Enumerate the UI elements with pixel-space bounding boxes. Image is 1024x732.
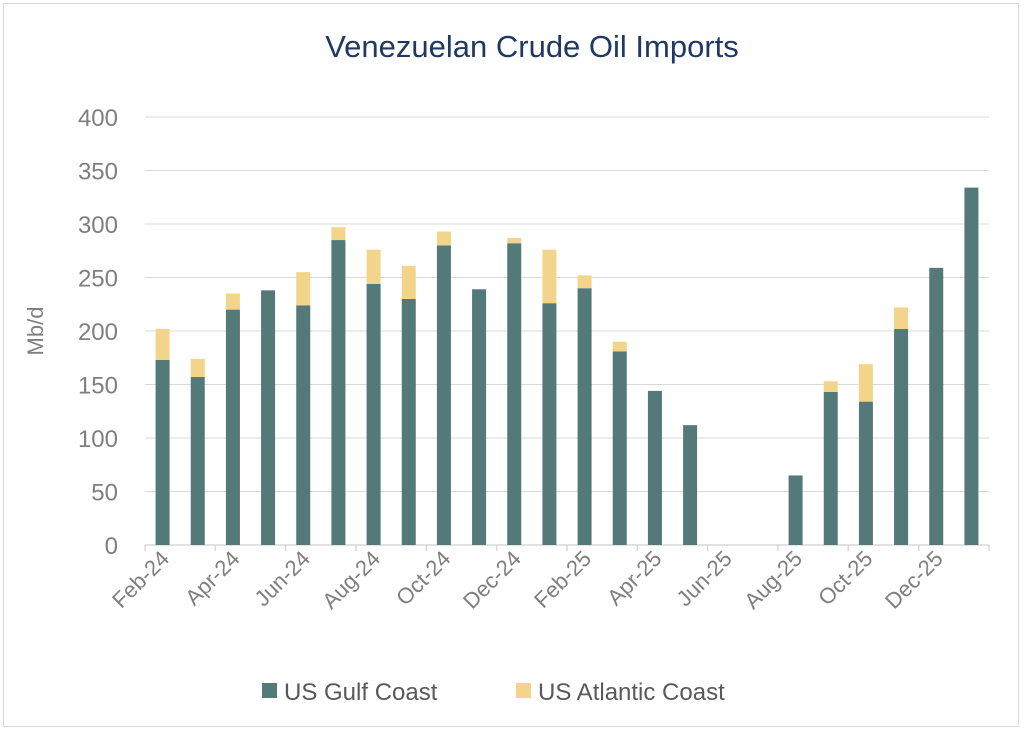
y-tick-label: 200 xyxy=(78,319,118,346)
bar-gulf-jul-24 xyxy=(331,240,346,546)
legend-swatch-us-gulf-coast xyxy=(262,683,277,698)
bar-atlantic-feb-24 xyxy=(155,328,170,360)
bar-gulf-nov-24 xyxy=(472,289,487,545)
y-tick-label: 100 xyxy=(78,426,118,453)
bar-atlantic-jun-24 xyxy=(296,272,311,306)
y-tick-label: 400 xyxy=(78,105,118,132)
x-tick-label: Jun-24 xyxy=(250,546,315,611)
bar-gulf-dec-24 xyxy=(507,243,522,545)
x-tick-label: Jun-25 xyxy=(672,546,737,611)
x-tick-label: Feb-25 xyxy=(529,546,596,613)
legend-swatch-us-atlantic-coast xyxy=(516,683,531,698)
bar-atlantic-sep-25 xyxy=(823,381,838,392)
bar-gulf-jan-26 xyxy=(964,187,979,545)
y-tick-label: 50 xyxy=(91,480,118,507)
x-tick-label: Oct-24 xyxy=(391,546,455,610)
bar-gulf-jun-24 xyxy=(296,305,311,545)
x-tick-label: Dec-25 xyxy=(880,546,948,614)
bar-gulf-oct-24 xyxy=(436,245,451,545)
bar-gulf-aug-25 xyxy=(788,475,803,545)
bar-atlantic-jul-24 xyxy=(331,227,346,241)
bar-gulf-mar-24 xyxy=(190,377,205,545)
bar-atlantic-oct-24 xyxy=(436,231,451,246)
bar-atlantic-sep-24 xyxy=(401,265,416,299)
x-tick-label: Aug-24 xyxy=(317,546,385,614)
legend-label-us-gulf-coast: US Gulf Coast xyxy=(284,679,438,706)
bar-atlantic-feb-25 xyxy=(577,275,592,289)
bar-atlantic-nov-25 xyxy=(894,307,909,329)
x-tick-label: Apr-25 xyxy=(602,546,666,610)
chart-title: Venezuelan Crude Oil Imports xyxy=(325,29,739,64)
y-tick-label: 0 xyxy=(105,533,118,560)
bar-gulf-feb-25 xyxy=(577,288,592,545)
y-tick-label: 250 xyxy=(78,266,118,293)
legend: US Gulf Coast US Atlantic Coast xyxy=(262,679,725,706)
bar-atlantic-apr-24 xyxy=(225,293,240,310)
bar-atlantic-jan-25 xyxy=(542,249,557,304)
x-tick-label: Oct-25 xyxy=(813,546,877,610)
bar-gulf-oct-25 xyxy=(858,401,873,545)
legend-label-us-atlantic-coast: US Atlantic Coast xyxy=(538,679,725,706)
bar-gulf-jan-25 xyxy=(542,303,557,545)
x-tick-label: Apr-24 xyxy=(180,546,244,610)
bar-gulf-sep-24 xyxy=(401,298,416,545)
bar-gulf-feb-24 xyxy=(155,359,170,545)
bar-gulf-sep-25 xyxy=(823,391,838,545)
y-tick-label: 300 xyxy=(78,212,118,239)
bar-gulf-may-25 xyxy=(683,425,698,545)
bar-gulf-mar-25 xyxy=(612,351,627,545)
y-tick-label: 150 xyxy=(78,373,118,400)
bar-gulf-may-24 xyxy=(261,290,276,545)
x-tick-label: Aug-25 xyxy=(739,546,807,614)
bar-atlantic-mar-25 xyxy=(612,341,627,352)
bar-gulf-nov-25 xyxy=(894,328,909,545)
bar-gulf-aug-24 xyxy=(366,283,381,545)
bar-atlantic-oct-25 xyxy=(858,364,873,402)
bar-gulf-dec-25 xyxy=(929,267,944,545)
x-tick-label: Dec-24 xyxy=(458,546,526,614)
bar-gulf-apr-24 xyxy=(225,309,240,545)
y-axis-label: Mb/d xyxy=(23,307,48,356)
bar-gulf-apr-25 xyxy=(647,390,662,545)
bar-atlantic-aug-24 xyxy=(366,249,381,284)
bar-atlantic-dec-24 xyxy=(507,237,522,244)
y-tick-label: 350 xyxy=(78,159,118,186)
bar-atlantic-mar-24 xyxy=(190,358,205,378)
